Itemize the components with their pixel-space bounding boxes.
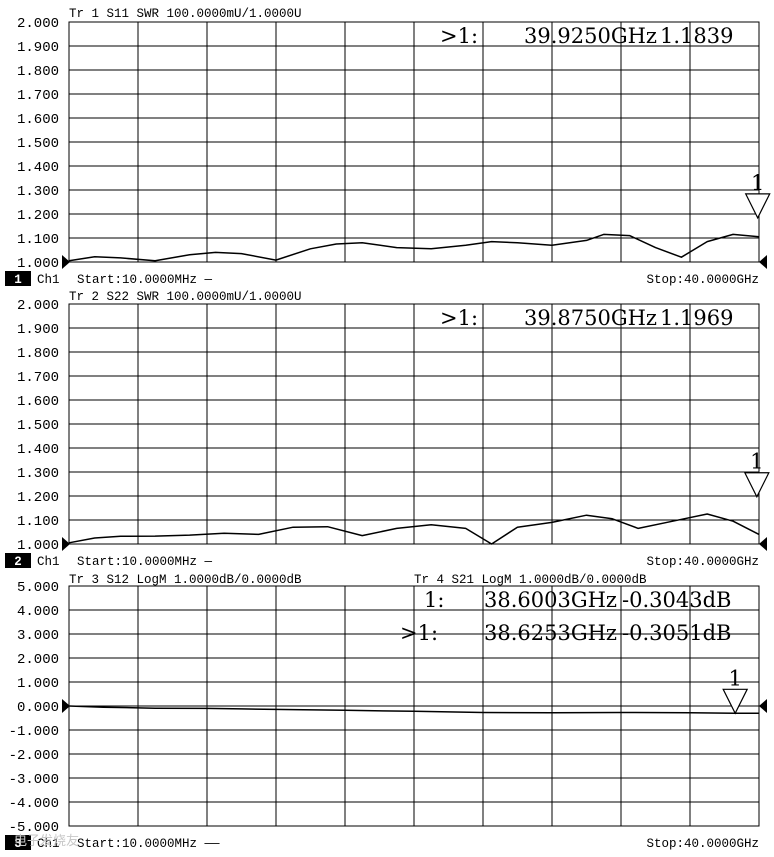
stop-frequency: Stop:40.0000GHz [646, 273, 759, 287]
y-tick-label: 1.300 [17, 466, 59, 482]
channel-number: 1 [14, 273, 22, 287]
channel-number-box [5, 553, 31, 568]
reference-arrow-right-icon [759, 699, 767, 713]
y-tick-label: 1.800 [17, 346, 59, 362]
trace-label-2: Tr 4 S21 LogM 1.0000dB/0.0000dB [414, 573, 647, 587]
y-tick-label: 1.900 [17, 40, 59, 56]
plot-frame [68, 21, 760, 263]
marker-readout-frequency: 39.9250GHz [524, 24, 657, 48]
y-tick-label: -2.000 [9, 748, 59, 764]
marker-triangle-icon [744, 193, 771, 220]
y-tick-label: 1.000 [17, 676, 59, 692]
y-tick-label: 1.700 [17, 370, 59, 386]
start-frequency: Start:10.0000MHz — [77, 555, 213, 569]
y-tick-label: 5.000 [17, 580, 59, 596]
marker-triangle-icon [743, 472, 770, 499]
y-tick-label: 1.300 [17, 184, 59, 200]
y-tick-label: 1.600 [17, 112, 59, 128]
marker-label: 1 [729, 666, 742, 690]
y-tick-label: 2.000 [17, 298, 59, 314]
reference-arrow-left-icon [62, 699, 70, 713]
y-tick-label: 1.700 [17, 88, 59, 104]
channel-label: Ch1 [37, 555, 60, 569]
y-tick-label: 1.100 [17, 232, 59, 248]
marker-readout-value: 1.1839 [660, 24, 733, 48]
trace-line [68, 705, 760, 715]
start-frequency: Start:10.0000MHz —— [77, 837, 220, 851]
y-tick-label: 1.200 [17, 490, 59, 506]
marker-readout-frequency: 38.6253GHz [484, 621, 617, 645]
stop-frequency: Stop:40.0000GHz [646, 837, 759, 851]
trace-label: Tr 2 S22 SWR 100.0000mU/1.0000U [69, 290, 302, 304]
reference-arrow-left-icon [62, 537, 70, 551]
panel-s22-swr: 2.000 1.900 1.800 1.700 1.600 1.500 1.400 1.300… [5, 290, 770, 569]
start-frequency: Start:10.0000MHz — [77, 273, 213, 287]
y-tick-label: -3.000 [9, 772, 59, 788]
channel-label: Ch1 [37, 837, 60, 851]
y-tick-label: 1.000 [17, 256, 59, 272]
reference-arrow-right-icon [759, 255, 767, 269]
y-tick-label: 1.900 [17, 322, 59, 338]
watermark-text: 电子发烧友 [14, 833, 79, 849]
y-tick-label: 1.600 [17, 394, 59, 410]
y-tick-label: 4.000 [17, 604, 59, 620]
trace-line [68, 233, 760, 262]
y-tick-label: 0.000 [17, 700, 59, 716]
marker-readout-prefix: >1: [440, 24, 478, 48]
channel-number: 2 [14, 555, 22, 569]
reference-arrow-left-icon [62, 255, 70, 269]
stop-frequency: Stop:40.0000GHz [646, 555, 759, 569]
marker-readout-frequency: 39.8750GHz [524, 306, 657, 330]
marker-label: 1 [750, 450, 763, 474]
y-tick-label: 1.800 [17, 64, 59, 80]
channel-number-box [5, 835, 31, 850]
marker-readout-value: 1.1969 [660, 306, 733, 330]
marker-readout-prefix: 1: [424, 588, 444, 612]
y-tick-label: 1.200 [17, 208, 59, 224]
channel-number-box [5, 271, 31, 286]
trace-label: Tr 1 S11 SWR 100.0000mU/1.0000U [69, 7, 302, 21]
y-tick-label: 1.400 [17, 442, 59, 458]
marker-readout-value: -0.3043dB [622, 588, 731, 612]
y-tick-label: 1.000 [17, 538, 59, 554]
y-tick-label: 3.000 [17, 628, 59, 644]
trace-line [68, 513, 760, 545]
reference-arrow-right-icon [759, 537, 767, 551]
y-tick-label: 1.100 [17, 514, 59, 530]
y-tick-label: 2.000 [17, 652, 59, 668]
y-tick-label: 1.400 [17, 160, 59, 176]
marker-readout-prefix: >1: [400, 621, 438, 645]
marker-readout-prefix: >1: [440, 306, 478, 330]
panel-transmission-logm: 5.000 4.000 3.000 2.000 1.000 0.000 -1.000 -2.0… [5, 573, 767, 851]
y-tick-label: -5.000 [9, 820, 59, 836]
marker-readout-frequency: 38.6003GHz [484, 588, 617, 612]
panel-s11-swr: 2.000 1.900 1.800 1.700 1.600 1.500 1.400 1.300… [5, 7, 771, 287]
plot-frame [68, 303, 760, 545]
trace-label: Tr 3 S12 LogM 1.0000dB/0.0000dB [69, 573, 302, 587]
y-tick-label: -4.000 [9, 796, 59, 812]
y-tick-label: 2.000 [17, 16, 59, 32]
marker-triangle-icon [722, 688, 749, 715]
marker-label: 1 [751, 171, 764, 195]
channel-number: 3 [14, 837, 22, 851]
channel-label: Ch1 [37, 273, 60, 287]
y-tick-label: -1.000 [9, 724, 59, 740]
marker-readout-value: -0.3051dB [622, 621, 731, 645]
y-tick-label: 1.500 [17, 136, 59, 152]
y-tick-label: 1.500 [17, 418, 59, 434]
